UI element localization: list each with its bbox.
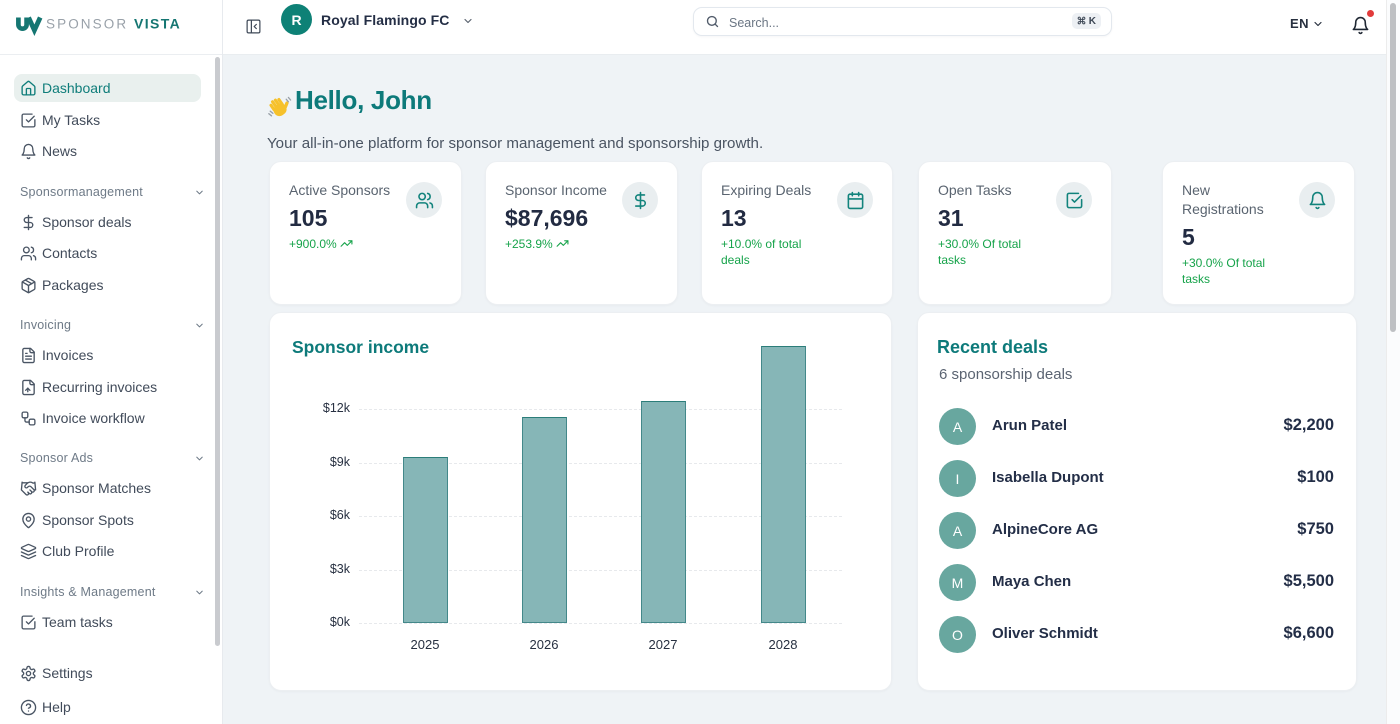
svg-text:SPONSOR: SPONSOR (46, 17, 128, 32)
svg-text:VISTA: VISTA (134, 16, 181, 32)
